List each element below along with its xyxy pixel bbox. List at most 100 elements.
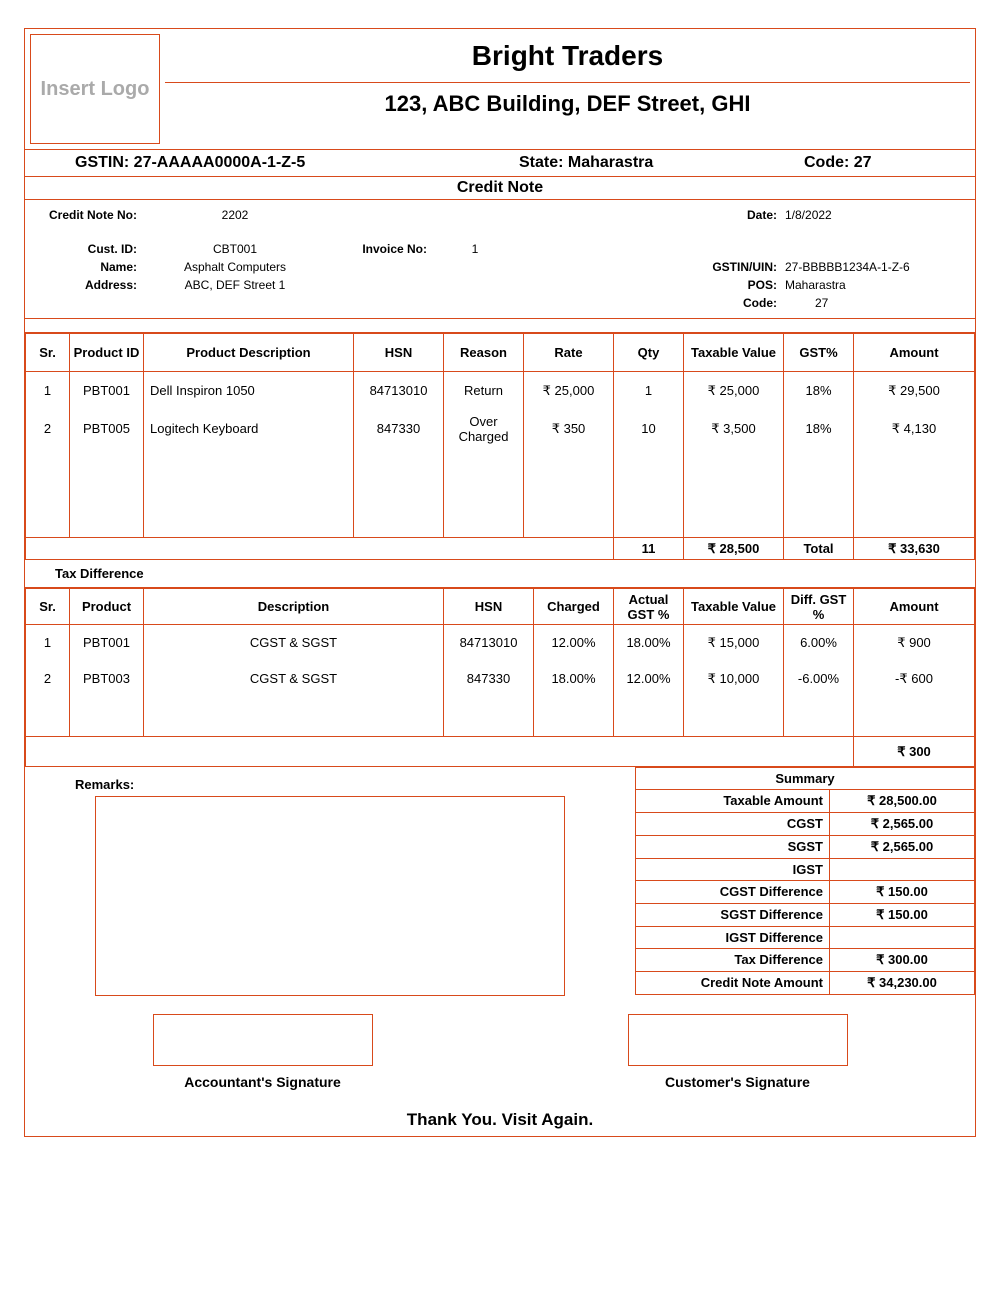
customer-name: Asphalt Computers <box>145 260 325 274</box>
cell-hsn: 84713010 <box>354 372 444 410</box>
total-taxable: ₹ 28,500 <box>684 538 784 560</box>
col-reason: Reason <box>444 334 524 372</box>
summary-line: CGST₹ 2,565.00 <box>635 813 975 836</box>
customer-address: ABC, DEF Street 1 <box>145 278 325 292</box>
summary-title: Summary <box>635 767 975 790</box>
col-amount: Amount <box>854 334 975 372</box>
sum-value: ₹ 150.00 <box>830 904 975 926</box>
tcell-hsn: 847330 <box>444 661 534 697</box>
sum-label: Tax Difference <box>635 949 830 971</box>
col-gst: GST% <box>784 334 854 372</box>
header: Insert Logo Bright Traders 123, ABC Buil… <box>25 29 975 149</box>
tcell-sr: 2 <box>26 661 70 697</box>
cell-gst: 18% <box>784 410 854 448</box>
cell-desc: Dell Inspiron 1050 <box>144 372 354 410</box>
credit-note-no: 2202 <box>145 208 325 222</box>
tcell-desc: CGST & SGST <box>144 625 444 661</box>
items-header-row: Sr. Product ID Product Description HSN R… <box>26 334 975 372</box>
customer-signature-block: Customer's Signature <box>628 1014 848 1090</box>
tax-row: 1 PBT001 CGST & SGST 84713010 12.00% 18.… <box>26 625 975 661</box>
sum-label: Taxable Amount <box>635 790 830 812</box>
tcell-actual: 12.00% <box>614 661 684 697</box>
sum-label: IGST <box>635 859 830 880</box>
tcol-product: Product <box>70 589 144 625</box>
items-row: 1 PBT001 Dell Inspiron 1050 84713010 Ret… <box>26 372 975 410</box>
code-value: 27 <box>854 154 872 171</box>
invoice-no: 1 <box>435 242 515 256</box>
tax-filler <box>26 697 975 737</box>
col-sr: Sr. <box>26 334 70 372</box>
tcell-product: PBT003 <box>70 661 144 697</box>
gstin-label: GSTIN: <box>75 154 129 171</box>
tcell-desc: CGST & SGST <box>144 661 444 697</box>
sum-value <box>830 927 975 948</box>
accountant-signature-label: Accountant's Signature <box>153 1074 373 1090</box>
col-pid: Product ID <box>70 334 144 372</box>
tcell-actual: 18.00% <box>614 625 684 661</box>
tcell-taxable: ₹ 15,000 <box>684 625 784 661</box>
cell-pid: PBT001 <box>70 372 144 410</box>
cell-amount: ₹ 4,130 <box>854 410 975 448</box>
gstin-uin: 27-BBBBB1234A-1-Z-6 <box>785 260 945 274</box>
tcol-sr: Sr. <box>26 589 70 625</box>
sum-value: ₹ 2,565.00 <box>830 836 975 858</box>
sum-label: CGST <box>635 813 830 835</box>
sum-value: ₹ 300.00 <box>830 949 975 971</box>
tcol-actual: Actual GST % <box>614 589 684 625</box>
summary-line: Credit Note Amount₹ 34,230.00 <box>635 972 975 995</box>
tax-total-row: ₹ 300 <box>26 737 975 767</box>
total-qty: 11 <box>614 538 684 560</box>
gstin-value: 27-AAAAA0000A-1-Z-5 <box>134 154 306 171</box>
tcell-taxable: ₹ 10,000 <box>684 661 784 697</box>
cell-gst: 18% <box>784 372 854 410</box>
cell-taxable: ₹ 3,500 <box>684 410 784 448</box>
tcol-hsn: HSN <box>444 589 534 625</box>
cell-qty: 1 <box>614 372 684 410</box>
sum-label: SGST <box>635 836 830 858</box>
tcell-amount: ₹ 900 <box>854 625 975 661</box>
cell-rate: ₹ 350 <box>524 410 614 448</box>
cell-reason: Over Charged <box>444 410 524 448</box>
summary-section: Remarks: Summary Taxable Amount₹ 28,500.… <box>25 767 975 996</box>
summary-line: IGST Difference <box>635 927 975 949</box>
total-amount: ₹ 33,630 <box>854 538 975 560</box>
pos-label: POS: <box>705 278 785 292</box>
col-taxable: Taxable Value <box>684 334 784 372</box>
tcol-amount: Amount <box>854 589 975 625</box>
state-value: Maharastra <box>568 154 653 171</box>
tax-row: 2 PBT003 CGST & SGST 847330 18.00% 12.00… <box>26 661 975 697</box>
tcell-amount: -₹ 600 <box>854 661 975 697</box>
cell-sr: 2 <box>26 410 70 448</box>
summary-line: CGST Difference₹ 150.00 <box>635 881 975 904</box>
items-filler <box>26 448 975 538</box>
sum-label: SGST Difference <box>635 904 830 926</box>
summary-line: SGST Difference₹ 150.00 <box>635 904 975 927</box>
sum-label: Credit Note Amount <box>635 972 830 994</box>
document-title: Credit Note <box>25 177 975 200</box>
cell-hsn: 847330 <box>354 410 444 448</box>
name-label: Name: <box>25 260 145 274</box>
col-hsn: HSN <box>354 334 444 372</box>
customer-signature-label: Customer's Signature <box>628 1074 848 1090</box>
gstin-uin-label: GSTIN/UIN: <box>705 260 785 274</box>
cust-code-label: Code: <box>705 296 785 310</box>
cell-reason: Return <box>444 372 524 410</box>
state-label: State: <box>519 154 563 171</box>
tcell-charged: 12.00% <box>534 625 614 661</box>
company-address: 123, ABC Building, DEF Street, GHI <box>165 83 970 125</box>
date-value: 1/8/2022 <box>785 208 945 222</box>
cell-sr: 1 <box>26 372 70 410</box>
cust-code: 27 <box>785 296 945 310</box>
accountant-signature-block: Accountant's Signature <box>153 1014 373 1090</box>
info-block: Credit Note No: 2202 Date: 1/8/2022 Cust… <box>25 200 975 319</box>
date-label: Date: <box>705 208 785 222</box>
total-label: Total <box>784 538 854 560</box>
cell-amount: ₹ 29,500 <box>854 372 975 410</box>
tcell-diff: 6.00% <box>784 625 854 661</box>
remarks-label: Remarks: <box>75 777 635 792</box>
footer-message: Thank You. Visit Again. <box>25 1100 975 1136</box>
gstin-row: GSTIN: 27-AAAAA0000A-1-Z-5 State: Mahara… <box>25 149 975 177</box>
credit-note-document: Insert Logo Bright Traders 123, ABC Buil… <box>24 28 976 1137</box>
summary-line: Taxable Amount₹ 28,500.00 <box>635 790 975 813</box>
sum-value: ₹ 2,565.00 <box>830 813 975 835</box>
